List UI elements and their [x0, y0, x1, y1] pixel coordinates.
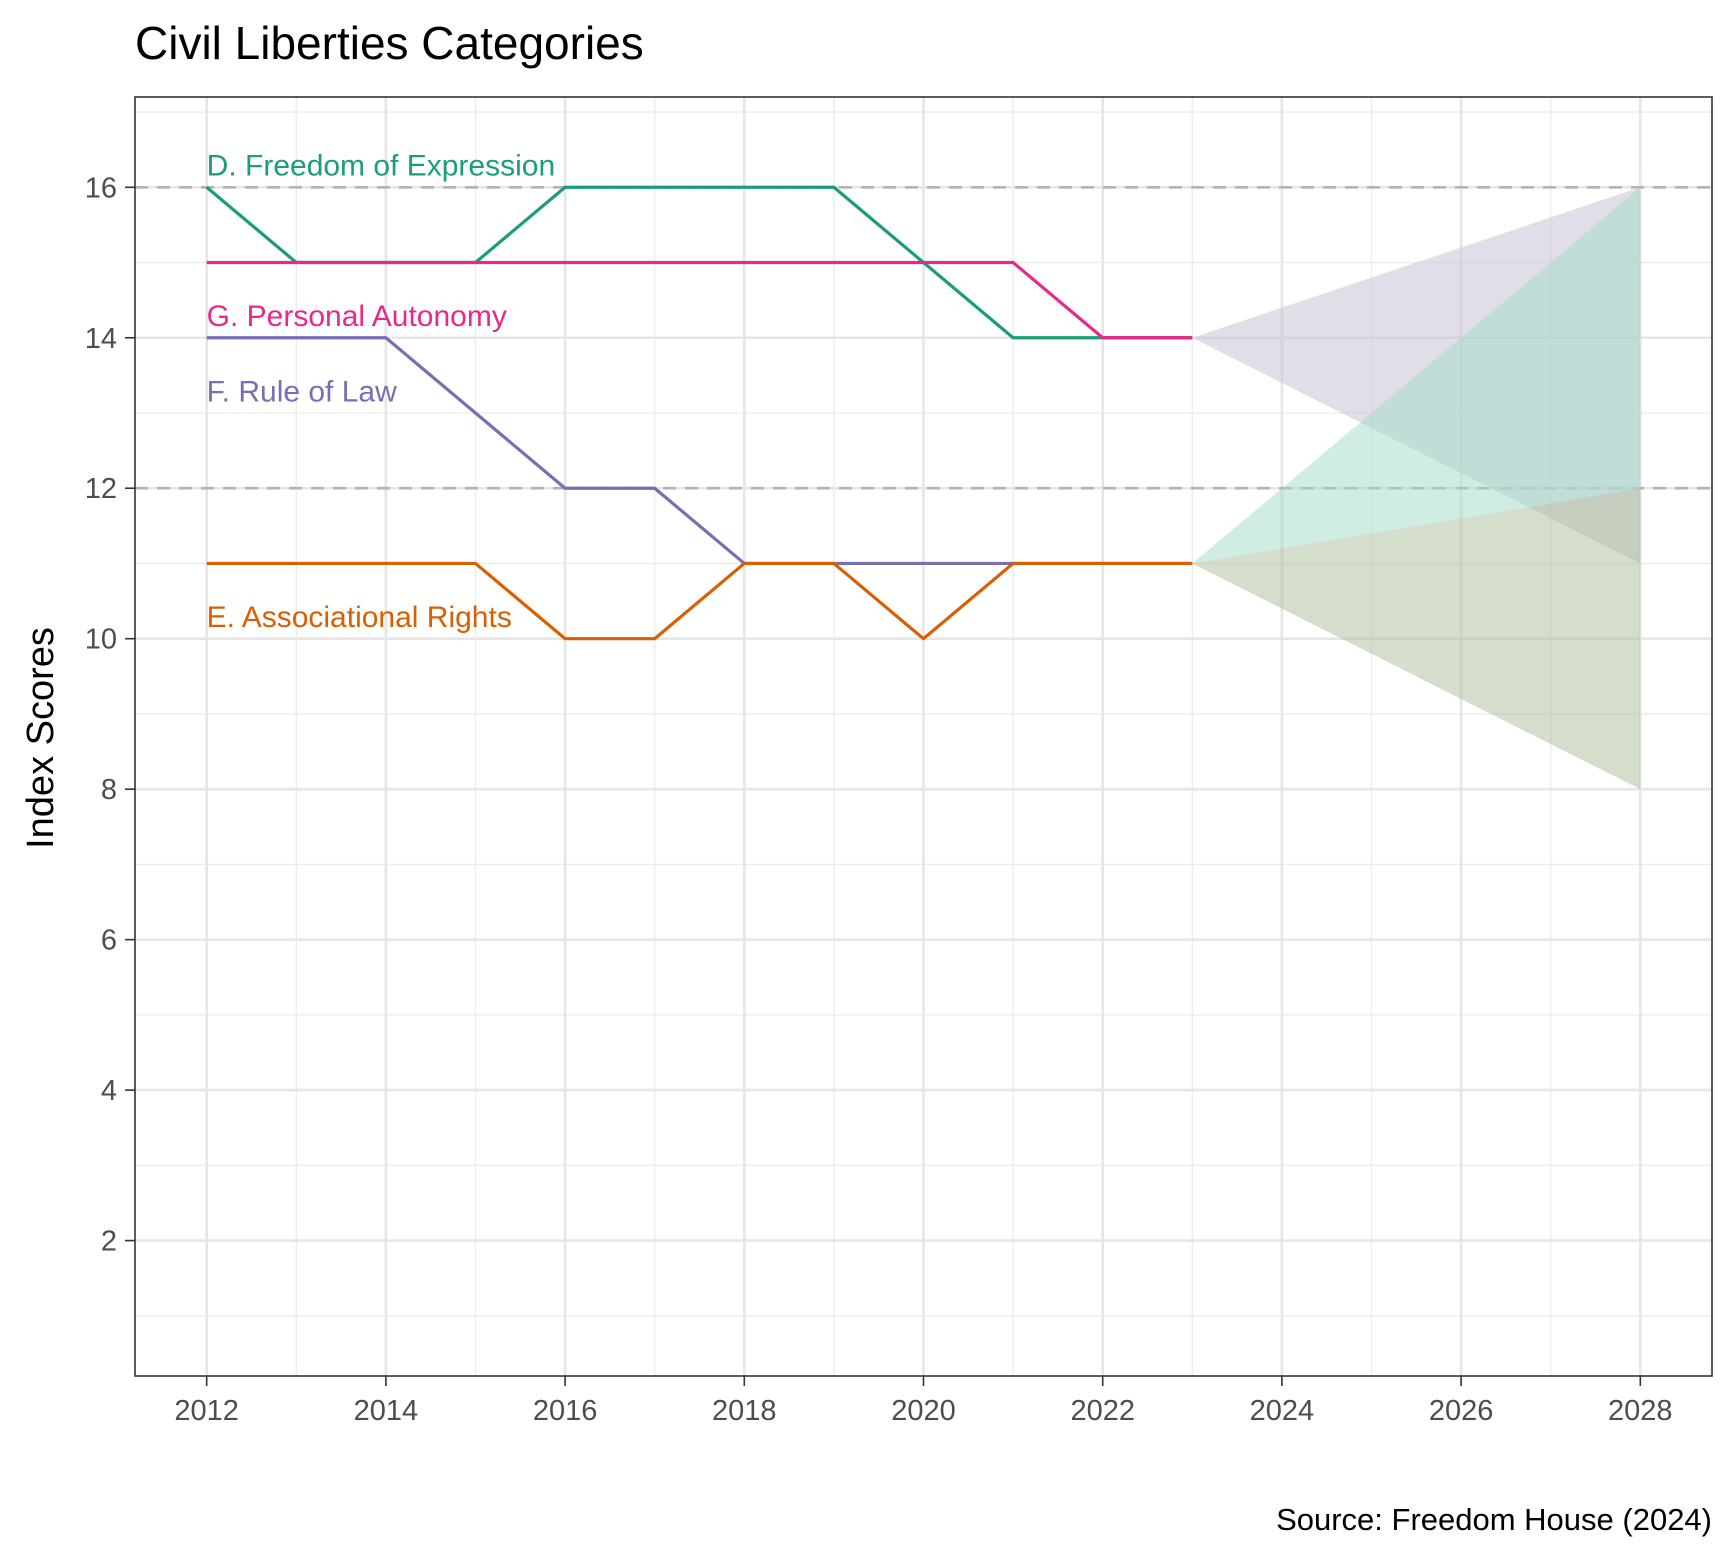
series-label: G. Personal Autonomy	[207, 300, 507, 333]
x-tick-label: 2022	[1070, 1395, 1135, 1427]
y-tick-label: 2	[101, 1226, 117, 1258]
y-axis: 2 4 6 8 10 12 14 16	[85, 172, 135, 1258]
x-tick-label: 2028	[1608, 1395, 1673, 1427]
chart-title: Civil Liberties Categories	[135, 17, 644, 69]
projection-band	[1192, 187, 1641, 564]
x-tick-label: 2026	[1429, 1395, 1494, 1427]
y-tick-label: 14	[85, 323, 117, 355]
series-label: D. Freedom of Expression	[207, 150, 555, 183]
series-label: E. Associational Rights	[207, 601, 512, 634]
y-tick-label: 10	[85, 624, 117, 656]
x-tick-label: 2020	[891, 1395, 956, 1427]
y-tick-label: 12	[85, 473, 117, 505]
series-line	[206, 260, 1193, 340]
y-tick-label: 6	[101, 925, 117, 957]
series-line	[206, 561, 1193, 641]
x-tick-label: 2018	[712, 1395, 777, 1427]
source-caption: Source: Freedom House (2024)	[1276, 1502, 1712, 1537]
x-tick-label: 2024	[1250, 1395, 1315, 1427]
x-tick-label: 2016	[533, 1395, 598, 1427]
y-tick-label: 8	[101, 774, 117, 806]
series-labels: D. Freedom of Expression G. Personal Auto…	[207, 150, 555, 634]
x-tick-label: 2014	[354, 1395, 419, 1427]
series-lines	[205, 185, 1193, 641]
projection-band	[1192, 488, 1641, 790]
x-tick-label: 2012	[174, 1395, 239, 1427]
y-axis-label: Index Scores	[20, 627, 62, 849]
y-tick-label: 16	[85, 172, 117, 204]
x-axis: 2012 2014 2016 2018 2020 2022 2024 2026 2028	[174, 1376, 1673, 1427]
series-line	[206, 336, 1193, 566]
y-tick-label: 4	[101, 1075, 117, 1107]
series-label: F. Rule of Law	[207, 375, 397, 408]
projection-bands	[1192, 187, 1641, 790]
